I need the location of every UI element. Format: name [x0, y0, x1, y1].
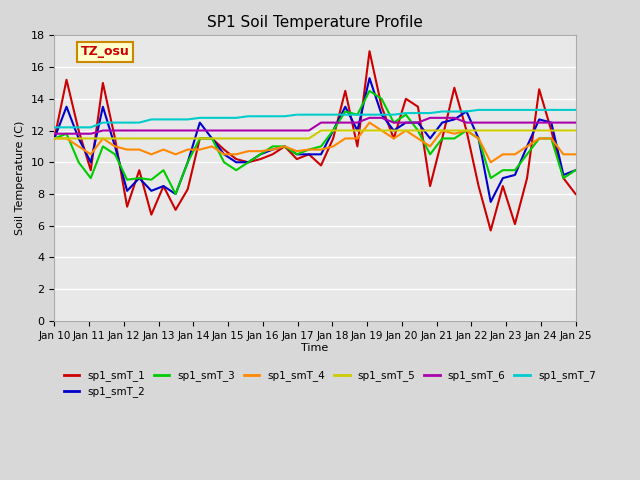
- Text: TZ_osu: TZ_osu: [81, 45, 129, 59]
- X-axis label: Time: Time: [301, 343, 328, 353]
- Y-axis label: Soil Temperature (C): Soil Temperature (C): [15, 121, 25, 235]
- Title: SP1 Soil Temperature Profile: SP1 Soil Temperature Profile: [207, 15, 423, 30]
- Legend: sp1_smT_1, sp1_smT_2, sp1_smT_3, sp1_smT_4, sp1_smT_5, sp1_smT_6, sp1_smT_7: sp1_smT_1, sp1_smT_2, sp1_smT_3, sp1_smT…: [60, 366, 600, 401]
